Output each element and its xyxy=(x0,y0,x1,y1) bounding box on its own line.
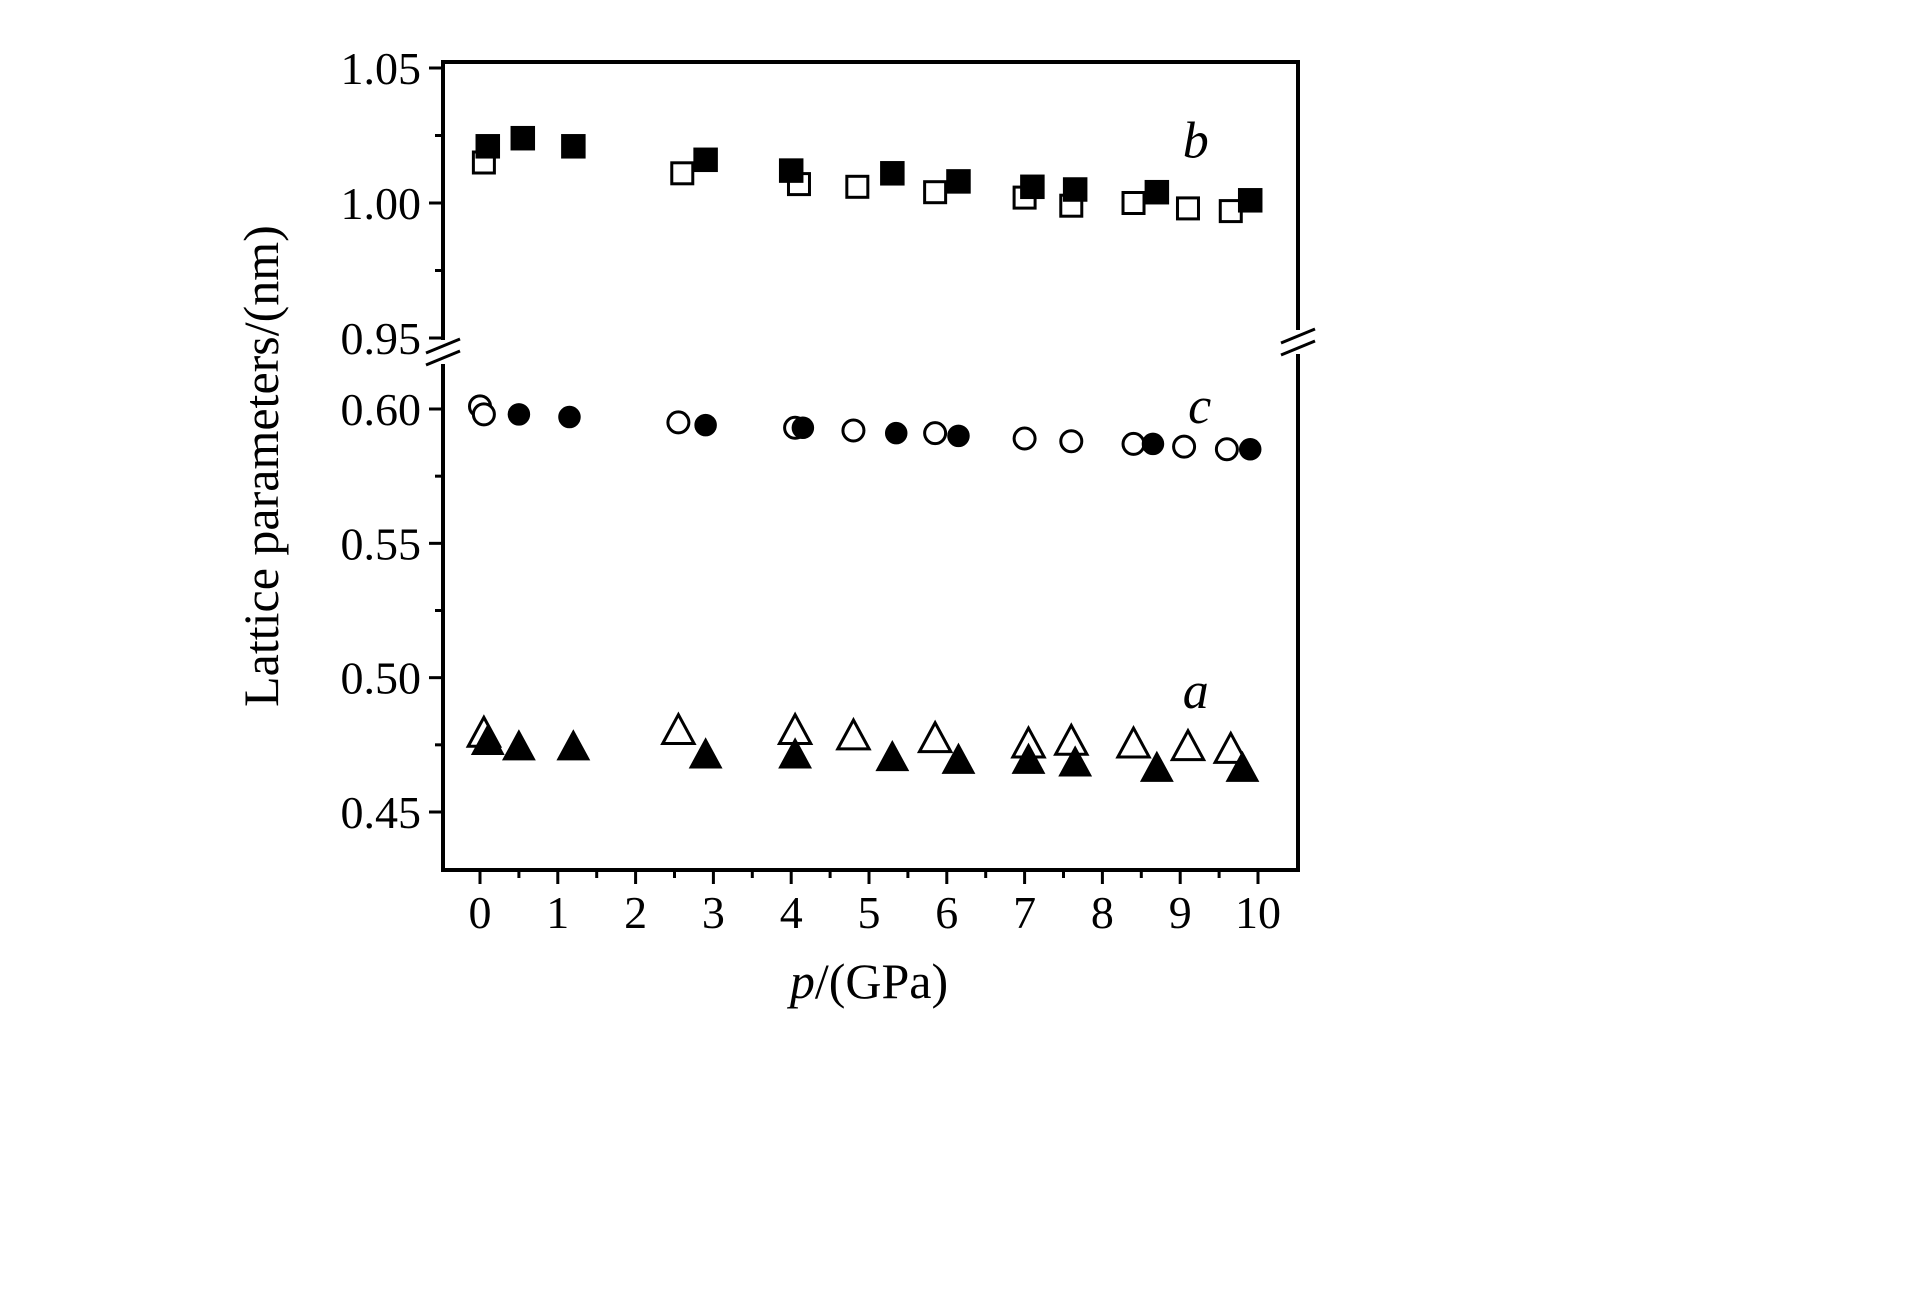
marker-circle-open xyxy=(471,402,496,427)
marker-square-filled xyxy=(880,161,905,186)
axis-break-slash xyxy=(425,337,461,355)
x-tick-label: 2 xyxy=(624,887,647,938)
series-label-b: b xyxy=(1183,113,1209,170)
marker-triangle-filled xyxy=(1139,750,1174,782)
y-tick-label: 1.00 xyxy=(341,178,422,229)
y-tick-label: 0.60 xyxy=(341,384,422,435)
x-tick-label: 3 xyxy=(702,887,725,938)
marker-triangle-open xyxy=(1053,722,1090,756)
marker-circle-open xyxy=(1121,431,1146,456)
marker-square-filled xyxy=(561,134,586,159)
marker-circle-open xyxy=(666,410,691,435)
y-tick-label: 0.50 xyxy=(341,653,422,704)
marker-triangle-filled xyxy=(688,737,723,769)
marker-circle-open xyxy=(1059,429,1084,454)
marker-triangle-filled xyxy=(470,723,505,756)
marker-circle-open xyxy=(841,418,866,443)
marker-triangle-filled xyxy=(1011,742,1046,774)
marker-circle-open xyxy=(923,421,948,446)
y-tick-label: 0.95 xyxy=(341,313,422,364)
marker-triangle-filled xyxy=(875,739,910,772)
x-tick-label: 6 xyxy=(935,887,958,938)
marker-triangle-filled xyxy=(1058,745,1093,777)
marker-square-filled xyxy=(778,158,804,183)
marker-circle-filled xyxy=(1141,432,1165,456)
x-axis-title-variable: p xyxy=(787,953,815,1009)
x-axis-title-units: /(GPa) xyxy=(815,953,948,1009)
marker-square-filled xyxy=(510,125,536,151)
x-tick-label: 10 xyxy=(1235,887,1281,938)
marker-circle-open xyxy=(1172,434,1197,459)
marker-circle-filled xyxy=(558,405,581,429)
marker-circle-filled xyxy=(1238,438,1262,461)
marker-square-open xyxy=(1175,196,1200,221)
marker-square-open xyxy=(923,180,948,205)
marker-square-filled xyxy=(946,169,971,194)
y-tick-label: 0.55 xyxy=(341,518,422,569)
marker-circle-filled xyxy=(791,416,815,440)
x-tick-label: 4 xyxy=(780,887,803,938)
marker-triangle-filled xyxy=(501,729,536,761)
marker-triangle-open xyxy=(660,711,697,746)
marker-triangle-open xyxy=(1115,724,1152,759)
axis-ticks xyxy=(429,66,1260,884)
data-markers xyxy=(465,125,1263,782)
marker-square-filled xyxy=(1020,174,1045,200)
tick-labels: 0 1 2 3 4 5 6 7 8 9 10 1.05 1.00 0.95 0.60 0.55 0.50 0.45 xyxy=(341,43,1282,938)
x-tick-label: 1 xyxy=(546,887,569,938)
x-tick-label: 0 xyxy=(469,887,492,938)
marker-square-filled xyxy=(475,134,501,159)
x-axis-title: p/(GPa) xyxy=(787,953,948,1009)
marker-triangle-open xyxy=(916,719,954,754)
marker-square-filled xyxy=(1062,177,1088,202)
marker-square-open xyxy=(670,161,695,186)
axis-break-slash xyxy=(425,349,461,367)
marker-triangle-filled xyxy=(1225,750,1260,782)
y-tick-label: 0.45 xyxy=(341,787,422,838)
marker-triangle-filled xyxy=(556,729,591,761)
marker-circle-open xyxy=(1214,437,1239,462)
marker-square-open xyxy=(1121,191,1146,215)
y-axis-title: Lattice parameters/(nm) xyxy=(233,225,289,707)
y-tick-label: 1.05 xyxy=(341,43,422,94)
marker-circle-open xyxy=(1012,426,1037,451)
axis-break-marks xyxy=(425,327,1316,367)
marker-triangle-open xyxy=(1212,730,1249,764)
axis-break-slash xyxy=(1280,339,1316,357)
x-tick-label: 7 xyxy=(1013,887,1036,938)
marker-triangle-filled xyxy=(778,737,813,769)
x-tick-label: 5 xyxy=(858,887,881,938)
marker-square-open xyxy=(845,174,870,199)
x-tick-label: 9 xyxy=(1169,887,1192,938)
marker-circle-filled xyxy=(694,413,717,437)
x-tick-label: 8 xyxy=(1091,887,1114,938)
series-label-a: a xyxy=(1183,663,1209,720)
marker-circle-filled xyxy=(947,424,970,448)
marker-square-filled xyxy=(1237,188,1263,213)
marker-square-filled xyxy=(693,147,718,173)
axis-break-slash xyxy=(1280,327,1316,345)
marker-triangle-open xyxy=(835,716,872,751)
marker-circle-filled xyxy=(884,421,908,445)
marker-triangle-filled xyxy=(941,742,976,774)
marker-square-filled xyxy=(1144,179,1170,205)
series-labels: b c a xyxy=(1183,113,1211,720)
series-label-c: c xyxy=(1188,378,1211,435)
marker-triangle-open xyxy=(1169,727,1207,762)
marker-circle-filled xyxy=(507,403,531,426)
